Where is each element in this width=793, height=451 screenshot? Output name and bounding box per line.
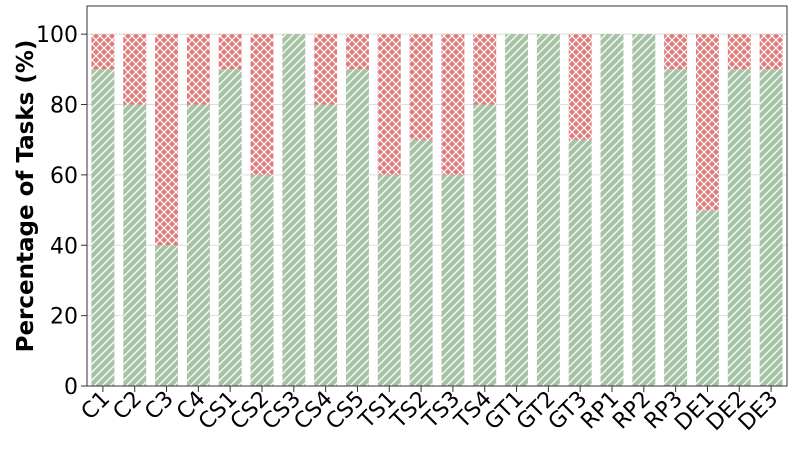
bar-segment-hatch <box>218 69 242 386</box>
bar-segment-hatch <box>600 34 624 387</box>
bar-segment-hatch <box>123 34 147 105</box>
bar-segment-hatch <box>123 104 147 386</box>
y-axis-label: Percentage of Tasks (%) <box>13 40 39 353</box>
bar-segment-hatch <box>727 34 751 70</box>
bar-segment-hatch <box>727 69 751 386</box>
bars <box>91 34 783 387</box>
bar-segment-hatch <box>377 174 401 386</box>
y-axis: 0 20 40 60 80 100 <box>36 23 87 400</box>
bar-segment-hatch <box>91 69 115 386</box>
bar-segment-hatch <box>568 139 592 386</box>
bar-segment-hatch <box>155 34 178 246</box>
y-tick-label: 0 <box>64 375 78 400</box>
bar-segment-hatch <box>664 69 688 386</box>
bar-segment-hatch <box>314 104 338 386</box>
bar-segment-hatch <box>377 34 401 175</box>
x-tick-label: DE3 <box>734 387 783 436</box>
bar-segment-hatch <box>696 210 719 386</box>
bar-segment-hatch <box>441 34 465 175</box>
bar-segment-hatch <box>250 34 274 175</box>
bar-segment-hatch <box>409 139 433 386</box>
y-tick-label: 100 <box>36 23 78 48</box>
bar-segment-hatch <box>632 34 656 387</box>
y-tick-label: 20 <box>50 305 78 330</box>
y-tick-label: 40 <box>50 234 78 259</box>
bar-segment-hatch <box>568 34 592 140</box>
bar-segment-hatch <box>759 69 783 386</box>
bar-segment-hatch <box>218 34 242 70</box>
bar-segment-hatch <box>473 104 497 386</box>
bar-segment-hatch <box>346 34 369 70</box>
bar-segment-hatch <box>186 104 210 386</box>
bar-segment-hatch <box>536 34 560 387</box>
bar-segment-hatch <box>155 245 178 386</box>
bar-segment-hatch <box>282 34 306 387</box>
bar-segment-hatch <box>250 174 274 386</box>
y-tick-label: 80 <box>50 94 78 119</box>
x-axis: C1C2C3C4CS1CS2CS3CS4CS5TS1TS2TS3TS4GT1GT… <box>77 386 783 436</box>
bar-segment-hatch <box>314 34 338 105</box>
bar-segment-hatch <box>441 174 465 386</box>
y-tick-label: 60 <box>50 164 78 189</box>
plot-frame <box>86 5 788 387</box>
bar-segment-hatch <box>664 34 688 70</box>
bar-segment-hatch <box>505 34 528 387</box>
bar-segment-hatch <box>91 34 115 70</box>
bar-segment-hatch <box>186 34 210 105</box>
bar-segment-hatch <box>346 69 369 386</box>
bar-segment-hatch <box>696 34 719 211</box>
bar-segment-hatch <box>409 34 433 140</box>
bar-segment-hatch <box>473 34 497 105</box>
bar-segment-hatch <box>759 34 783 70</box>
